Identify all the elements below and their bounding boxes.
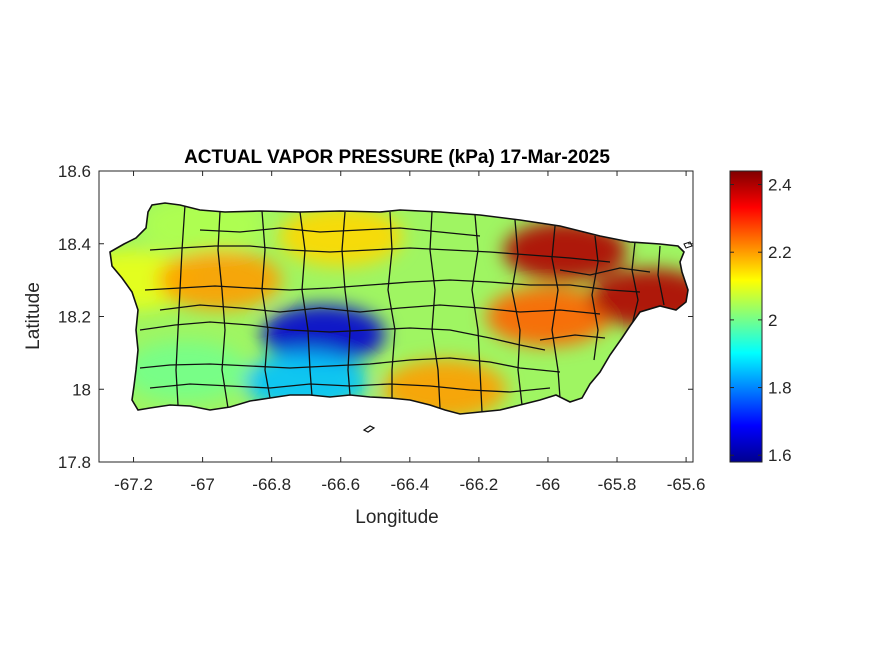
colorbar-tick-label: 2.2 <box>768 243 792 262</box>
chart-title: ACTUAL VAPOR PRESSURE (kPa) 17-Mar-2025 <box>184 147 610 168</box>
y-tick-label: 18 <box>72 380 91 399</box>
y-axis-label: Latitude <box>23 282 44 350</box>
x-tick-label: -66.8 <box>252 475 291 494</box>
x-tick-label: -65.8 <box>598 475 637 494</box>
colorbar-ticks: 2.4 2.2 2 1.8 1.6 <box>730 176 792 465</box>
x-tick-label: -67 <box>190 475 215 494</box>
field-region-west-coast <box>110 250 196 311</box>
y-tick-label: 18.2 <box>58 308 91 327</box>
x-axis-label: Longitude <box>355 507 438 528</box>
y-tick-label: 18.6 <box>58 162 91 181</box>
field-region-north-central <box>278 206 403 267</box>
colorbar-gradient <box>729 170 763 463</box>
y-tick-label: 18.4 <box>58 235 91 254</box>
colorbar-tick-label: 1.8 <box>768 379 792 398</box>
field-region-northeast <box>503 221 628 282</box>
field-region-west-interior <box>157 250 282 311</box>
colorbar-tick-label: 2.4 <box>768 176 792 195</box>
x-tick-label: -66.4 <box>390 475 429 494</box>
x-tick-label: -65.6 <box>667 475 706 494</box>
caja-de-muertos-islet <box>362 425 376 433</box>
colorbar-tick-label: 1.6 <box>768 446 792 465</box>
field-region-southwest <box>123 341 248 402</box>
field-region-central-mountains <box>261 304 386 365</box>
colorbar: 2.4 2.2 2 1.8 1.6 <box>729 170 792 465</box>
x-tick-label: -67.2 <box>114 475 153 494</box>
field-region-east-interior <box>485 286 610 347</box>
y-tick-label: 17.8 <box>58 453 91 472</box>
x-axis: -67.2 -67 -66.8 -66.6 -66.4 -66.2 -66 -65.8 -65.… <box>114 171 705 494</box>
x-tick-label: -66 <box>536 475 561 494</box>
y-axis: 18.6 18.4 18.2 18 17.8 <box>58 162 693 472</box>
x-tick-label: -66.2 <box>460 475 499 494</box>
colorbar-tick-label: 2 <box>768 311 777 330</box>
x-tick-label: -66.6 <box>321 475 360 494</box>
municipality-boundaries <box>139 204 665 413</box>
